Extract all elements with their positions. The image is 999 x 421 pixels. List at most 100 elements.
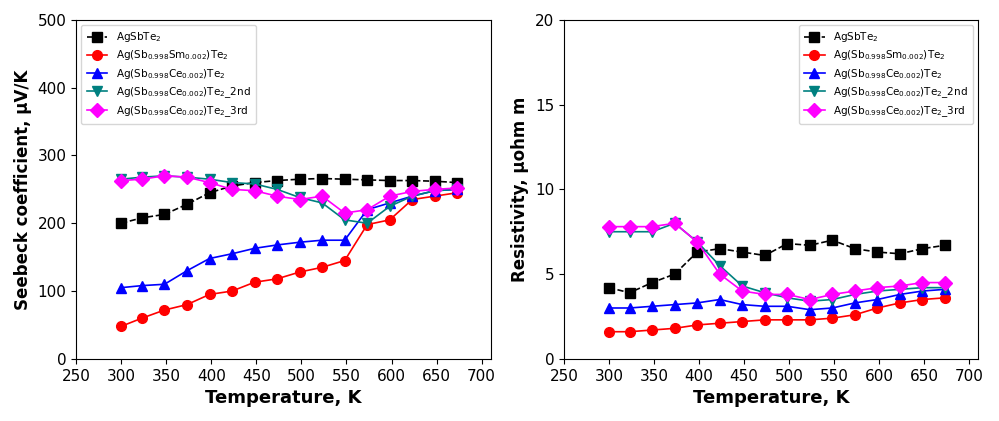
Ag(Sb$_{0.998}$Ce$_{0.002}$)Te$_2$_2nd — [736, 283, 748, 288]
Ag(Sb$_{0.998}$Sm$_{0.002}$)Te$_2$ — [136, 316, 148, 321]
Line: Ag(Sb$_{0.998}$Ce$_{0.002}$)Te$_2$_3rd: Ag(Sb$_{0.998}$Ce$_{0.002}$)Te$_2$_3rd — [116, 171, 463, 218]
Ag(Sb$_{0.998}$Ce$_{0.002}$)Te$_2$_3rd — [429, 187, 441, 192]
Ag(Sb$_{0.998}$Ce$_{0.002}$)Te$_2$ — [159, 282, 171, 287]
AgSbTe$_2$ — [339, 177, 351, 182]
Ag(Sb$_{0.998}$Ce$_{0.002}$)Te$_2$_3rd — [894, 283, 906, 288]
Ag(Sb$_{0.998}$Ce$_{0.002}$)Te$_2$_3rd — [226, 187, 238, 192]
Line: Ag(Sb$_{0.998}$Ce$_{0.002}$)Te$_2$_2nd: Ag(Sb$_{0.998}$Ce$_{0.002}$)Te$_2$_2nd — [116, 171, 463, 228]
Ag(Sb$_{0.998}$Ce$_{0.002}$)Te$_2$_3rd — [452, 186, 464, 191]
Ag(Sb$_{0.998}$Ce$_{0.002}$)Te$_2$_2nd — [713, 263, 725, 268]
Line: Ag(Sb$_{0.998}$Ce$_{0.002}$)Te$_2$_2nd: Ag(Sb$_{0.998}$Ce$_{0.002}$)Te$_2$_2nd — [604, 218, 950, 306]
Ag(Sb$_{0.998}$Ce$_{0.002}$)Te$_2$_3rd — [362, 207, 374, 212]
Ag(Sb$_{0.998}$Ce$_{0.002}$)Te$_2$_3rd — [181, 175, 193, 180]
AgSbTe$_2$ — [871, 250, 883, 255]
Ag(Sb$_{0.998}$Ce$_{0.002}$)Te$_2$_2nd — [759, 290, 771, 295]
AgSbTe$_2$ — [226, 184, 238, 189]
Ag(Sb$_{0.998}$Sm$_{0.002}$)Te$_2$ — [736, 319, 748, 324]
Ag(Sb$_{0.998}$Sm$_{0.002}$)Te$_2$ — [226, 288, 238, 293]
Ag(Sb$_{0.998}$Ce$_{0.002}$)Te$_2$ — [226, 251, 238, 256]
Ag(Sb$_{0.998}$Ce$_{0.002}$)Te$_2$_2nd — [603, 229, 615, 234]
Ag(Sb$_{0.998}$Ce$_{0.002}$)Te$_2$_3rd — [407, 189, 419, 194]
Ag(Sb$_{0.998}$Ce$_{0.002}$)Te$_2$ — [271, 242, 283, 248]
Line: Ag(Sb$_{0.998}$Ce$_{0.002}$)Te$_2$: Ag(Sb$_{0.998}$Ce$_{0.002}$)Te$_2$ — [116, 184, 463, 293]
Ag(Sb$_{0.998}$Ce$_{0.002}$)Te$_2$ — [249, 246, 261, 251]
Ag(Sb$_{0.998}$Ce$_{0.002}$)Te$_2$ — [362, 207, 374, 212]
AgSbTe$_2$ — [159, 212, 171, 217]
Ag(Sb$_{0.998}$Sm$_{0.002}$)Te$_2$ — [115, 324, 127, 329]
Ag(Sb$_{0.998}$Ce$_{0.002}$)Te$_2$_2nd — [871, 288, 883, 293]
AgSbTe$_2$ — [759, 253, 771, 258]
Ag(Sb$_{0.998}$Ce$_{0.002}$)Te$_2$_3rd — [759, 292, 771, 297]
Ag(Sb$_{0.998}$Ce$_{0.002}$)Te$_2$ — [691, 300, 703, 305]
Ag(Sb$_{0.998}$Ce$_{0.002}$)Te$_2$ — [407, 194, 419, 199]
Ag(Sb$_{0.998}$Ce$_{0.002}$)Te$_2$_3rd — [339, 210, 351, 216]
Ag(Sb$_{0.998}$Ce$_{0.002}$)Te$_2$ — [646, 304, 658, 309]
Ag(Sb$_{0.998}$Sm$_{0.002}$)Te$_2$ — [159, 307, 171, 312]
Legend: AgSbTe$_2$, Ag(Sb$_{0.998}$Sm$_{0.002}$)Te$_2$, Ag(Sb$_{0.998}$Ce$_{0.002}$)Te$_: AgSbTe$_2$, Ag(Sb$_{0.998}$Sm$_{0.002}$)… — [81, 25, 256, 124]
AgSbTe$_2$ — [804, 243, 816, 248]
Ag(Sb$_{0.998}$Ce$_{0.002}$)Te$_2$_3rd — [316, 194, 328, 199]
Ag(Sb$_{0.998}$Sm$_{0.002}$)Te$_2$ — [871, 306, 883, 311]
Ag(Sb$_{0.998}$Sm$_{0.002}$)Te$_2$ — [646, 328, 658, 333]
Ag(Sb$_{0.998}$Ce$_{0.002}$)Te$_2$ — [871, 297, 883, 302]
Ag(Sb$_{0.998}$Ce$_{0.002}$)Te$_2$ — [916, 288, 928, 293]
Ag(Sb$_{0.998}$Ce$_{0.002}$)Te$_2$ — [759, 304, 771, 309]
Ag(Sb$_{0.998}$Ce$_{0.002}$)Te$_2$_2nd — [181, 175, 193, 180]
Ag(Sb$_{0.998}$Ce$_{0.002}$)Te$_2$_3rd — [939, 280, 951, 285]
Ag(Sb$_{0.998}$Ce$_{0.002}$)Te$_2$_2nd — [691, 240, 703, 245]
AgSbTe$_2$ — [429, 179, 441, 184]
Ag(Sb$_{0.998}$Sm$_{0.002}$)Te$_2$ — [249, 280, 261, 285]
Ag(Sb$_{0.998}$Ce$_{0.002}$)Te$_2$_3rd — [623, 224, 635, 229]
Ag(Sb$_{0.998}$Ce$_{0.002}$)Te$_2$_2nd — [316, 200, 328, 205]
AgSbTe$_2$ — [294, 177, 306, 182]
Ag(Sb$_{0.998}$Ce$_{0.002}$)Te$_2$_2nd — [271, 187, 283, 192]
Ag(Sb$_{0.998}$Ce$_{0.002}$)Te$_2$_2nd — [294, 195, 306, 200]
AgSbTe$_2$ — [249, 180, 261, 185]
Ag(Sb$_{0.998}$Ce$_{0.002}$)Te$_2$ — [384, 200, 396, 205]
Ag(Sb$_{0.998}$Ce$_{0.002}$)Te$_2$ — [826, 306, 838, 311]
AgSbTe$_2$ — [691, 250, 703, 255]
Ag(Sb$_{0.998}$Sm$_{0.002}$)Te$_2$ — [804, 317, 816, 322]
Ag(Sb$_{0.998}$Ce$_{0.002}$)Te$_2$_3rd — [646, 224, 658, 229]
Ag(Sb$_{0.998}$Ce$_{0.002}$)Te$_2$_3rd — [384, 194, 396, 199]
Ag(Sb$_{0.998}$Ce$_{0.002}$)Te$_2$ — [603, 306, 615, 311]
Ag(Sb$_{0.998}$Sm$_{0.002}$)Te$_2$ — [204, 292, 216, 297]
AgSbTe$_2$ — [916, 246, 928, 251]
Ag(Sb$_{0.998}$Ce$_{0.002}$)Te$_2$_2nd — [249, 181, 261, 187]
Line: Ag(Sb$_{0.998}$Sm$_{0.002}$)Te$_2$: Ag(Sb$_{0.998}$Sm$_{0.002}$)Te$_2$ — [604, 293, 950, 336]
Ag(Sb$_{0.998}$Ce$_{0.002}$)Te$_2$_2nd — [452, 187, 464, 192]
Ag(Sb$_{0.998}$Sm$_{0.002}$)Te$_2$ — [407, 197, 419, 202]
Ag(Sb$_{0.998}$Ce$_{0.002}$)Te$_2$_3rd — [781, 292, 793, 297]
Ag(Sb$_{0.998}$Ce$_{0.002}$)Te$_2$_2nd — [407, 194, 419, 199]
AgSbTe$_2$ — [603, 285, 615, 290]
AgSbTe$_2$ — [181, 202, 193, 207]
Y-axis label: Resistivity, μohm m: Resistivity, μohm m — [511, 97, 529, 282]
Ag(Sb$_{0.998}$Sm$_{0.002}$)Te$_2$ — [849, 312, 861, 317]
Ag(Sb$_{0.998}$Ce$_{0.002}$)Te$_2$ — [339, 238, 351, 243]
AgSbTe$_2$ — [136, 215, 148, 220]
Ag(Sb$_{0.998}$Ce$_{0.002}$)Te$_2$ — [623, 306, 635, 311]
AgSbTe$_2$ — [204, 190, 216, 195]
Ag(Sb$_{0.998}$Ce$_{0.002}$)Te$_2$_3rd — [668, 221, 680, 226]
Ag(Sb$_{0.998}$Ce$_{0.002}$)Te$_2$_2nd — [159, 173, 171, 179]
Ag(Sb$_{0.998}$Sm$_{0.002}$)Te$_2$ — [713, 321, 725, 326]
AgSbTe$_2$ — [384, 178, 396, 183]
Ag(Sb$_{0.998}$Sm$_{0.002}$)Te$_2$ — [623, 329, 635, 334]
Ag(Sb$_{0.998}$Sm$_{0.002}$)Te$_2$ — [429, 194, 441, 199]
Ag(Sb$_{0.998}$Sm$_{0.002}$)Te$_2$ — [294, 269, 306, 274]
Ag(Sb$_{0.998}$Ce$_{0.002}$)Te$_2$_2nd — [623, 229, 635, 234]
Ag(Sb$_{0.998}$Sm$_{0.002}$)Te$_2$ — [759, 317, 771, 322]
Ag(Sb$_{0.998}$Sm$_{0.002}$)Te$_2$ — [781, 317, 793, 322]
Ag(Sb$_{0.998}$Sm$_{0.002}$)Te$_2$ — [691, 322, 703, 328]
Ag(Sb$_{0.998}$Sm$_{0.002}$)Te$_2$ — [826, 316, 838, 321]
Ag(Sb$_{0.998}$Ce$_{0.002}$)Te$_2$ — [781, 304, 793, 309]
Ag(Sb$_{0.998}$Ce$_{0.002}$)Te$_2$_3rd — [736, 288, 748, 293]
Ag(Sb$_{0.998}$Ce$_{0.002}$)Te$_2$ — [115, 285, 127, 290]
Ag(Sb$_{0.998}$Ce$_{0.002}$)Te$_2$_2nd — [826, 297, 838, 302]
Ag(Sb$_{0.998}$Ce$_{0.002}$)Te$_2$ — [136, 283, 148, 288]
AgSbTe$_2$ — [115, 221, 127, 226]
Ag(Sb$_{0.998}$Ce$_{0.002}$)Te$_2$ — [849, 300, 861, 305]
Ag(Sb$_{0.998}$Ce$_{0.002}$)Te$_2$_2nd — [136, 175, 148, 180]
Ag(Sb$_{0.998}$Ce$_{0.002}$)Te$_2$_3rd — [294, 197, 306, 202]
AgSbTe$_2$ — [939, 243, 951, 248]
